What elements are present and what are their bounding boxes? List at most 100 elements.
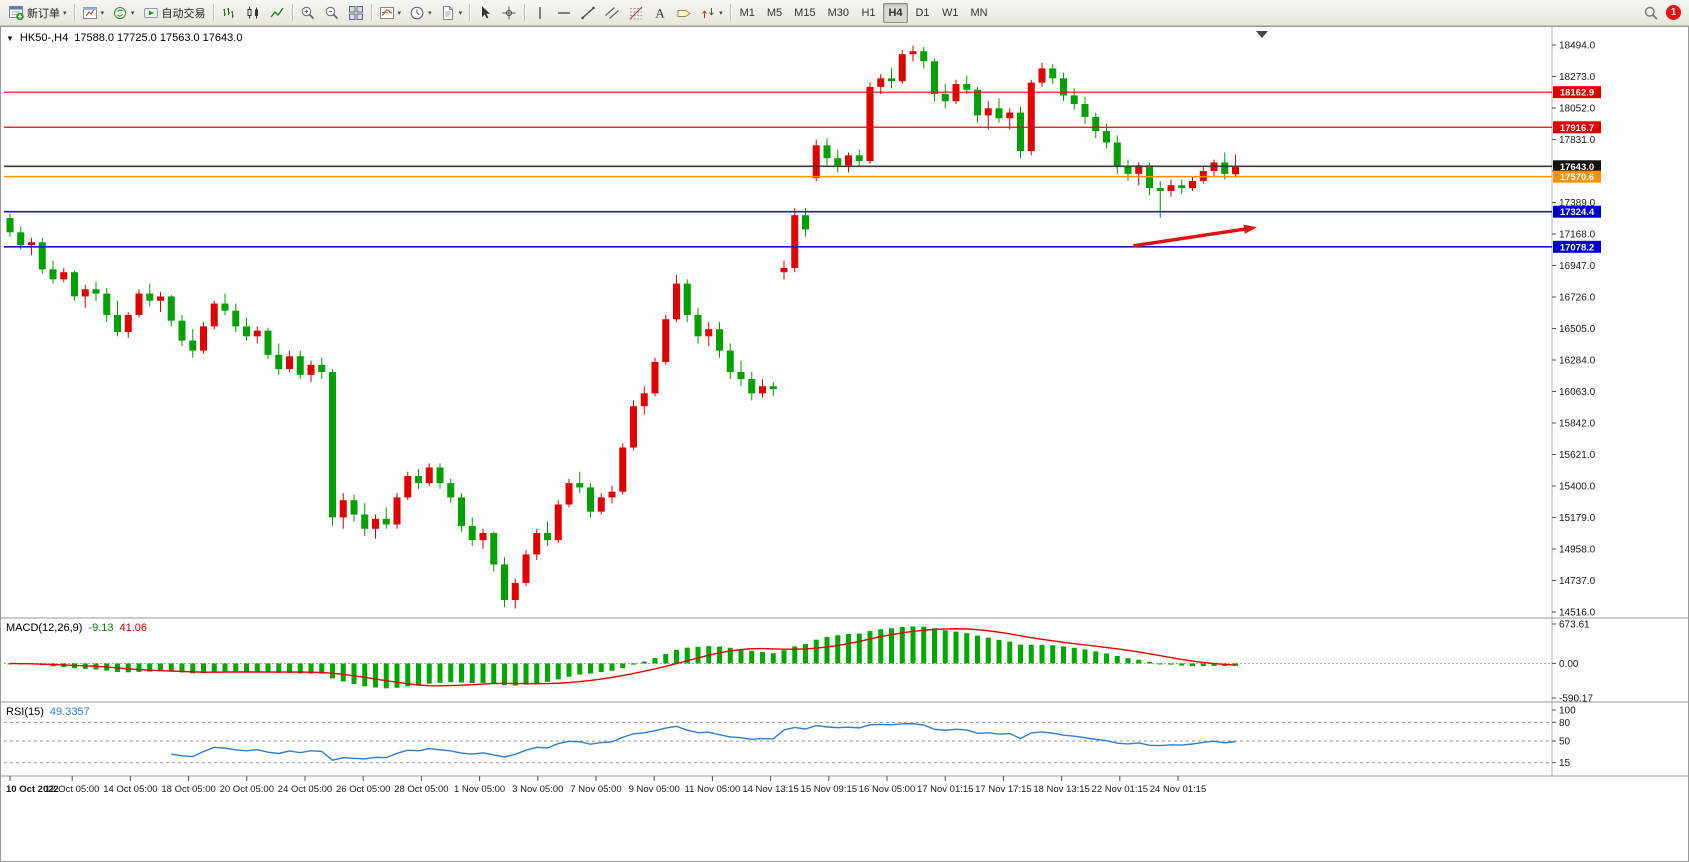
autotrade-button-label: 自动交易	[161, 7, 206, 20]
svg-text:1 Nov 05:00: 1 Nov 05:00	[454, 784, 505, 795]
zoom-out-button[interactable]	[320, 2, 344, 24]
svg-text:17168.0: 17168.0	[1559, 230, 1596, 241]
fibonacci-button[interactable]	[624, 2, 648, 24]
timeframe-w1-button[interactable]: W1	[937, 3, 964, 23]
svg-text:18052.0: 18052.0	[1559, 104, 1596, 115]
arrows-icon	[700, 5, 716, 21]
timeframe-mn-button[interactable]: MN	[965, 3, 992, 23]
channel-icon	[604, 5, 620, 21]
crosshair-button[interactable]	[497, 2, 521, 24]
arrows-button[interactable]: ▾	[696, 2, 727, 24]
chart-window: 18494.018273.018052.017831.017610.017389…	[0, 26, 1689, 862]
svg-text:12 Oct 05:00: 12 Oct 05:00	[45, 784, 99, 795]
collapse-arrow-icon[interactable]: ▼	[6, 33, 14, 43]
trend-arrow-annotation[interactable]	[1133, 224, 1257, 248]
bar-chart-button[interactable]	[217, 2, 241, 24]
price-tag-17916.7: 17916.7	[1553, 121, 1601, 134]
timeframe-h4-button[interactable]: H4	[882, 2, 908, 23]
autotrade-icon	[143, 5, 159, 21]
line-chart-button[interactable]	[265, 2, 289, 24]
templates-button[interactable]: ▾	[436, 2, 467, 24]
label-button[interactable]	[672, 2, 696, 24]
svg-text:18 Nov 13:15: 18 Nov 13:15	[1033, 784, 1090, 795]
timeframe-m30-button[interactable]: M30	[823, 3, 854, 23]
timeframe-m15-button[interactable]: M15	[789, 3, 820, 23]
vertical-line-icon	[532, 5, 548, 21]
timeframe-h1-button[interactable]: H1	[856, 3, 881, 23]
svg-text:14516.0: 14516.0	[1559, 608, 1596, 619]
open-chart-button[interactable]: ▾	[78, 2, 109, 24]
clock-icon	[409, 5, 425, 21]
svg-text:16 Nov 05:00: 16 Nov 05:00	[859, 784, 916, 795]
svg-text:80: 80	[1559, 718, 1571, 729]
chevron-down-icon: ▾	[63, 9, 67, 17]
candle-chart-icon	[245, 5, 261, 21]
toolbar-separator	[291, 4, 293, 21]
timeframe-m1-button[interactable]: M1	[735, 3, 760, 23]
toolbar-right: 1	[1643, 5, 1685, 21]
main-toolbar: 新订单 ▾ ▾ ▾ 自动交易 ▾ ▾ ▾ A ▾ M1 M5 M15 M30 H1 H4 D1 W1 MN 1	[0, 0, 1689, 26]
notification-badge[interactable]: 1	[1666, 5, 1681, 20]
rsi-title: RSI(15)	[6, 706, 44, 718]
candlestick-chart-button[interactable]	[241, 2, 265, 24]
horizontal-line-icon	[556, 5, 572, 21]
chevron-down-icon: ▾	[458, 9, 463, 17]
zoom-in-icon	[300, 5, 316, 21]
toolbar-separator	[370, 4, 372, 21]
timeframe-d1-button[interactable]: D1	[910, 3, 935, 23]
price-axis[interactable]: 18494.018273.018052.017831.017610.017389…	[1552, 41, 1596, 619]
svg-text:A: A	[655, 5, 665, 20]
indicators-button[interactable]: ▾	[375, 2, 406, 24]
toolbar-separator	[729, 4, 731, 21]
chart-canvas[interactable]: 18494.018273.018052.017831.017610.017389…	[0, 26, 1689, 862]
svg-text:17078.2: 17078.2	[1560, 242, 1594, 253]
horizontal-line-button[interactable]	[552, 2, 576, 24]
macd-label: MACD(12,26,9) -9.13 41.06	[6, 622, 147, 634]
ohlc-values: 17588.0 17725.0 17563.0 17643.0	[74, 32, 243, 44]
chart-shift-marker[interactable]	[1256, 31, 1268, 38]
symbol-period-label: HK50-,H4	[19, 32, 69, 44]
price-tag-17570.6: 17570.6	[1553, 170, 1601, 183]
new-order-button[interactable]: 新订单 ▾	[4, 2, 71, 24]
autotrade-button[interactable]: 自动交易	[139, 2, 210, 24]
macd-indicator: 673.61 0.00 -590.17	[4, 620, 1593, 705]
search-icon[interactable]	[1643, 5, 1659, 21]
macd-value: -9.13	[88, 622, 114, 634]
svg-text:17570.6: 17570.6	[1560, 172, 1594, 183]
tile-windows-button[interactable]	[344, 2, 368, 24]
vertical-line-button[interactable]	[528, 2, 552, 24]
svg-text:-590.17: -590.17	[1559, 694, 1593, 705]
svg-text:16505.0: 16505.0	[1559, 324, 1596, 335]
svg-text:11 Nov 05:00: 11 Nov 05:00	[684, 784, 740, 795]
svg-text:28 Oct 05:00: 28 Oct 05:00	[394, 784, 448, 795]
macd-signal-value: 41.06	[119, 622, 148, 634]
svg-text:20 Oct 05:00: 20 Oct 05:00	[220, 784, 274, 795]
price-tag-18162.9: 18162.9	[1553, 86, 1601, 99]
cursor-button[interactable]	[473, 2, 497, 24]
symbol-ohlc-label: ▼ HK50-,H4 17588.0 17725.0 17563.0 17643…	[6, 32, 242, 44]
svg-text:17916.7: 17916.7	[1560, 123, 1594, 134]
chart-window-border	[0, 26, 1689, 862]
new-order-button-label: 新订单	[27, 7, 60, 20]
toolbar-separator	[73, 4, 75, 21]
svg-text:15179.0: 15179.0	[1559, 513, 1596, 524]
svg-text:673.61: 673.61	[1559, 620, 1590, 631]
trendline-icon	[580, 5, 596, 21]
price-tag-17078.2: 17078.2	[1553, 240, 1601, 253]
svg-text:16726.0: 16726.0	[1559, 293, 1596, 304]
profiles-button[interactable]: ▾	[108, 2, 139, 24]
trendline-button[interactable]	[576, 2, 600, 24]
svg-text:17 Nov 17:15: 17 Nov 17:15	[975, 784, 1032, 795]
text-button[interactable]: A	[648, 2, 672, 24]
toolbar-separator	[212, 4, 214, 21]
macd-signal-line	[9, 628, 1236, 687]
equidistant-channel-button[interactable]	[600, 2, 624, 24]
zoom-in-button[interactable]	[296, 2, 320, 24]
svg-text:17831.0: 17831.0	[1559, 135, 1596, 146]
timeframe-m5-button[interactable]: M5	[762, 3, 787, 23]
macd-title: MACD(12,26,9)	[6, 622, 83, 634]
svg-text:22 Nov 01:15: 22 Nov 01:15	[1092, 784, 1149, 795]
periods-button[interactable]: ▾	[405, 2, 436, 24]
